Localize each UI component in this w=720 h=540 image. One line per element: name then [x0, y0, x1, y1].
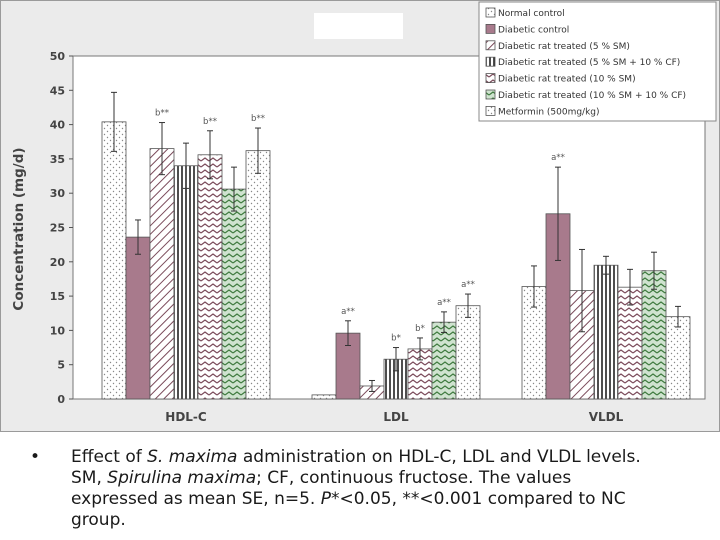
x-category-label: VLDL — [589, 410, 624, 424]
significance-label: a** — [551, 153, 565, 163]
legend-label: Diabetic rat treated (5 % SM + 10 % CF) — [498, 58, 680, 68]
significance-label: a** — [461, 280, 475, 290]
bar — [125, 236, 151, 400]
legend-swatch — [485, 56, 496, 67]
y-tick-label: 45 — [50, 84, 65, 97]
chart-frame: Concentration (mg/d) 0 5 10 15 20 25 30 35 40 45 5… — [0, 0, 720, 432]
legend-label: Diabetic rat treated (10 % SM) — [498, 75, 636, 85]
bar — [665, 316, 691, 400]
y-tick-label: 15 — [50, 290, 65, 303]
y-tick-label: 35 — [50, 153, 65, 166]
legend-label: Diabetic control — [498, 25, 569, 35]
y-tick-label: 20 — [50, 256, 66, 269]
caption-text: Effect of — [71, 447, 148, 467]
significance-label: b* — [415, 324, 425, 334]
y-tick-label: 10 — [50, 324, 66, 337]
legend-swatch — [485, 89, 496, 100]
bar — [101, 121, 127, 400]
significance-label: b* — [391, 334, 401, 344]
y-tick-label: 50 — [50, 50, 66, 63]
caption-italic: S. maxima — [147, 447, 238, 467]
bar — [245, 150, 271, 400]
legend-label: Diabetic rat treated (5 % SM) — [498, 42, 630, 52]
significance-label: b** — [203, 117, 217, 127]
significance-label: a** — [341, 307, 355, 317]
caption-text: administration on HDL-C, LDL and VLDL le… — [237, 447, 641, 467]
bar — [173, 165, 199, 400]
x-category-label: LDL — [383, 410, 409, 424]
bar — [641, 270, 667, 400]
legend-label: Normal control — [498, 9, 565, 19]
y-tick-label: 40 — [50, 119, 66, 132]
caption-text: *<0.05, **<0.001 compared to NC — [331, 489, 626, 509]
bar-chart: Concentration (mg/d) 0 5 10 15 20 25 30 35 40 45 5… — [11, 1, 717, 424]
bar — [617, 286, 643, 400]
bullet: • — [30, 447, 41, 467]
title-box-blank — [314, 13, 403, 39]
legend-swatch — [485, 73, 496, 83]
caption-text: SM, — [71, 468, 108, 488]
bar — [455, 305, 481, 400]
legend-swatch — [485, 23, 496, 34]
x-category-label: HDL-C — [165, 410, 207, 424]
y-tick-label: 30 — [50, 187, 66, 200]
y-tick-label: 5 — [57, 359, 65, 372]
bar — [197, 154, 223, 400]
legend-box — [478, 1, 717, 122]
bar — [431, 321, 457, 400]
significance-label: b** — [251, 114, 265, 124]
legend-swatch — [485, 106, 496, 116]
legend-label: Metformin (500mg/kg) — [498, 107, 600, 117]
caption-text: ; CF, continuous fructose. The values — [256, 468, 572, 488]
y-axis-label: Concentration (mg/d) — [11, 147, 27, 310]
bar — [149, 148, 175, 400]
legend-label: Diabetic rat treated (10 % SM + 10 % CF) — [498, 91, 686, 101]
significance-label: a** — [437, 298, 451, 308]
bar — [593, 264, 619, 400]
figure-caption: • Effect of S. maxima administration on … — [30, 447, 690, 531]
y-tick-label: 25 — [50, 222, 65, 235]
significance-label: b** — [155, 109, 169, 119]
caption-italic: Spirulina maxima — [107, 468, 257, 488]
caption-text: expressed as mean SE, n=5. — [71, 489, 321, 509]
y-tick-label: 0 — [57, 393, 65, 406]
caption-text: group. — [71, 510, 126, 530]
legend-swatch — [485, 40, 496, 51]
caption-italic: P — [320, 489, 331, 509]
bar — [221, 188, 247, 400]
legend-swatch — [485, 7, 496, 18]
bar — [311, 394, 337, 400]
